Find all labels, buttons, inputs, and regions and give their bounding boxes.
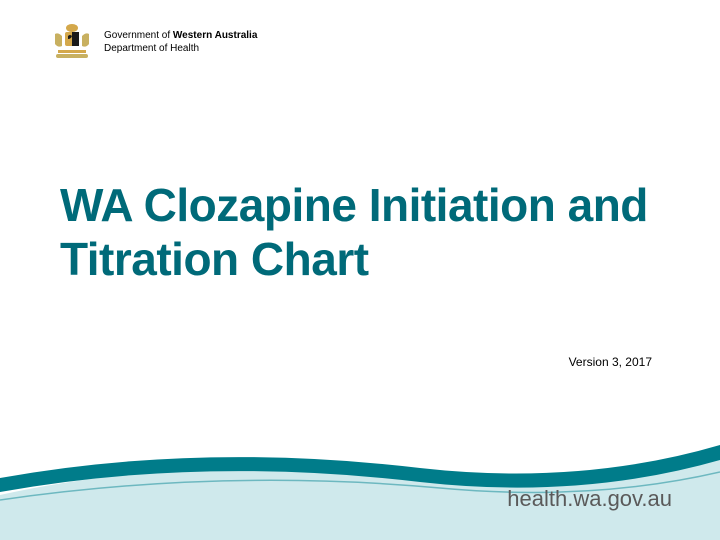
gov-text-block: Government of Western Australia Departme… <box>104 29 257 55</box>
wa-crest-icon <box>50 22 94 62</box>
footer-url: health.wa.gov.au <box>507 486 672 512</box>
gov-header: Government of Western Australia Departme… <box>50 22 257 62</box>
footer-swoosh <box>0 400 720 540</box>
gov-line1-prefix: Government of <box>104 30 173 41</box>
gov-line1-bold: Western Australia <box>173 30 257 41</box>
gov-line2: Department of Health <box>104 42 257 55</box>
version-label: Version 3, 2017 <box>569 355 652 369</box>
gov-line1: Government of Western Australia <box>104 29 257 42</box>
slide-title: WA Clozapine Initiation and Titration Ch… <box>60 178 680 287</box>
